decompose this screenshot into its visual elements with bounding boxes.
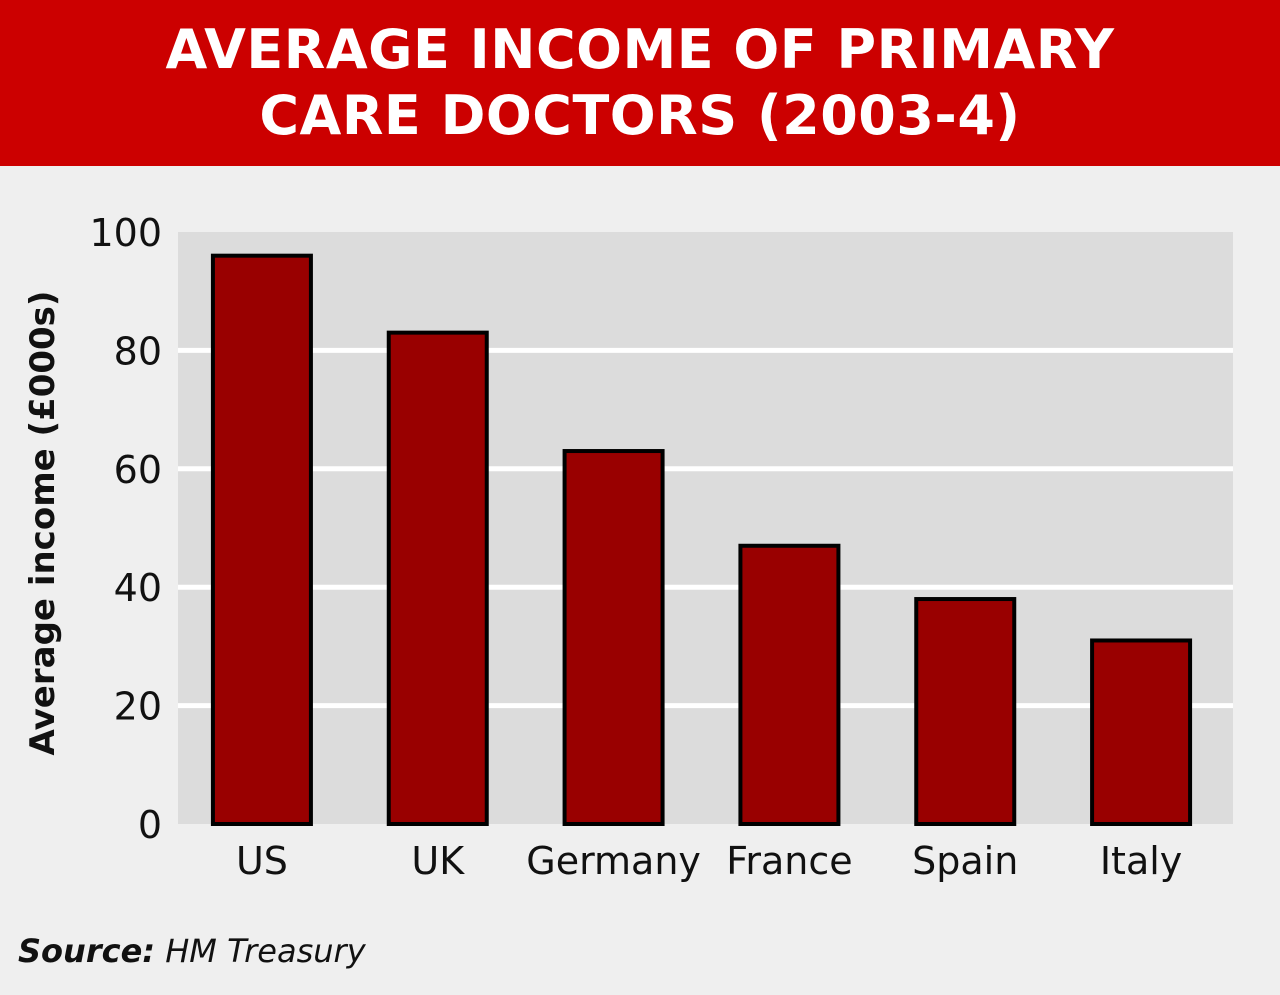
x-tick-label: Germany xyxy=(526,839,701,883)
bars xyxy=(210,253,1193,827)
bar-italy xyxy=(1090,638,1193,827)
x-tick-label: US xyxy=(236,839,288,883)
plot-area xyxy=(178,232,1233,824)
bar-chart: 0 20 40 60 80 100 US UK Germany France Spain Italy… xyxy=(23,211,1233,883)
x-tick-label: Italy xyxy=(1100,839,1182,883)
y-tick-label: 40 xyxy=(114,566,162,610)
bar-germany xyxy=(562,449,665,826)
y-tick-label: 100 xyxy=(89,211,162,255)
bar-uk xyxy=(386,330,489,826)
source-value: HM Treasury xyxy=(165,932,366,970)
x-tick-label: France xyxy=(726,839,852,883)
y-tick-label: 0 xyxy=(138,803,162,847)
y-tick-label: 60 xyxy=(114,448,162,492)
source-note: Source: HM Treasury xyxy=(18,932,366,970)
x-tick-labels: US UK Germany France Spain Italy xyxy=(236,839,1182,883)
chart-title: AVERAGE INCOME OF PRIMARY CARE DOCTORS (… xyxy=(165,18,1115,147)
chart-header: AVERAGE INCOME OF PRIMARY CARE DOCTORS (… xyxy=(0,0,1280,166)
x-tick-label: Spain xyxy=(912,839,1018,883)
bar-us xyxy=(210,253,313,827)
gridlines xyxy=(178,347,1233,709)
y-tick-label: 20 xyxy=(114,685,162,729)
source-label: Source: xyxy=(18,932,156,970)
y-axis-label: Average income (£000s) xyxy=(23,291,63,756)
x-tick-label: UK xyxy=(411,839,465,883)
y-tick-labels: 0 20 40 60 80 100 xyxy=(89,211,162,847)
bar-france xyxy=(738,543,841,826)
y-tick-label: 80 xyxy=(114,329,162,373)
bar-spain xyxy=(914,597,1017,827)
